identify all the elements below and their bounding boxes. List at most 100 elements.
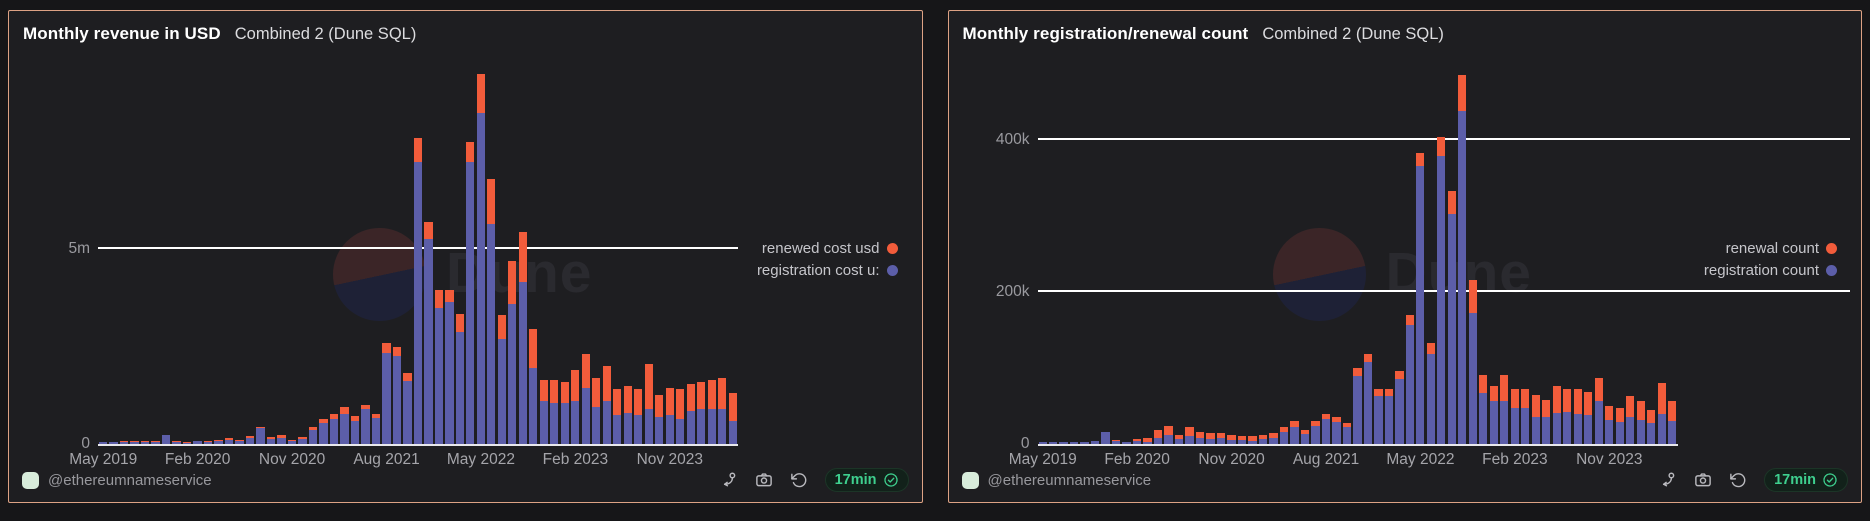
bar[interactable]	[445, 290, 454, 444]
bar[interactable]	[193, 440, 202, 444]
bar[interactable]	[466, 142, 475, 444]
bar[interactable]	[266, 437, 276, 444]
bar[interactable]	[655, 395, 664, 444]
bar[interactable]	[1342, 422, 1352, 444]
bar[interactable]	[1542, 399, 1551, 444]
bar[interactable]	[1332, 417, 1341, 444]
bar[interactable]	[1269, 433, 1278, 444]
bar[interactable]	[497, 315, 506, 444]
bar[interactable]	[1353, 368, 1362, 444]
bar[interactable]	[161, 434, 171, 444]
legend-item-renewed[interactable]: renewed cost usd	[762, 240, 898, 257]
bar[interactable]	[1122, 441, 1131, 444]
bar[interactable]	[602, 366, 611, 444]
bar[interactable]	[308, 427, 318, 444]
bar[interactable]	[329, 414, 339, 444]
bar[interactable]	[581, 354, 590, 444]
bar[interactable]	[119, 441, 129, 444]
bar[interactable]	[1374, 389, 1383, 444]
bar[interactable]	[1195, 431, 1205, 444]
bar[interactable]	[1174, 434, 1184, 444]
bar[interactable]	[1647, 409, 1656, 444]
bar[interactable]	[1132, 438, 1142, 444]
bar[interactable]	[340, 407, 349, 444]
bar[interactable]	[434, 290, 444, 444]
bar[interactable]	[99, 442, 108, 444]
bar[interactable]	[697, 381, 706, 444]
bar[interactable]	[1573, 389, 1582, 444]
bar[interactable]	[413, 138, 423, 444]
bar[interactable]	[1563, 389, 1572, 444]
bar[interactable]	[1185, 427, 1194, 444]
bar[interactable]	[1363, 354, 1373, 444]
bar[interactable]	[707, 379, 716, 444]
bar[interactable]	[644, 364, 653, 444]
bar[interactable]	[1489, 386, 1498, 444]
bar[interactable]	[287, 439, 297, 444]
bar[interactable]	[1279, 427, 1289, 444]
bar[interactable]	[1164, 425, 1173, 444]
author-link[interactable]: @ethereumnameservice	[961, 471, 1151, 489]
bar[interactable]	[1468, 279, 1477, 444]
bar[interactable]	[686, 383, 695, 444]
bar[interactable]	[1668, 401, 1677, 444]
bar[interactable]	[172, 441, 181, 444]
bar[interactable]	[539, 379, 548, 444]
bar[interactable]	[1248, 436, 1257, 444]
bar[interactable]	[277, 435, 286, 444]
bar[interactable]	[718, 377, 727, 444]
bar[interactable]	[350, 415, 360, 444]
bar[interactable]	[424, 221, 433, 444]
bar[interactable]	[1594, 377, 1603, 444]
bar[interactable]	[1626, 396, 1635, 444]
bar[interactable]	[487, 179, 496, 444]
bar[interactable]	[130, 441, 139, 444]
bar[interactable]	[1405, 314, 1414, 444]
bar[interactable]	[676, 389, 685, 444]
bar[interactable]	[571, 370, 580, 444]
legend-item-renewal[interactable]: renewal count	[1726, 240, 1837, 257]
bar[interactable]	[1111, 440, 1121, 444]
legend-item-registration[interactable]: registration cost u:	[757, 262, 898, 279]
bar[interactable]	[1395, 371, 1404, 444]
bar[interactable]	[1500, 374, 1509, 444]
bar[interactable]	[1143, 437, 1152, 444]
bar[interactable]	[560, 381, 569, 444]
bar[interactable]	[550, 379, 559, 444]
bar[interactable]	[1048, 442, 1058, 444]
bar[interactable]	[245, 436, 255, 444]
bar[interactable]	[592, 377, 601, 444]
bar[interactable]	[1300, 430, 1310, 444]
bar[interactable]	[1227, 434, 1236, 444]
bar[interactable]	[1206, 433, 1215, 444]
bar[interactable]	[203, 441, 213, 444]
bar[interactable]	[634, 389, 643, 444]
legend-item-registration[interactable]: registration count	[1704, 262, 1837, 279]
bar[interactable]	[1080, 441, 1089, 444]
last-refresh-badge[interactable]: 17min	[1764, 468, 1848, 492]
bar[interactable]	[455, 314, 464, 444]
bar[interactable]	[529, 329, 538, 444]
bar[interactable]	[392, 346, 402, 444]
bar[interactable]	[1311, 421, 1320, 444]
bar[interactable]	[1038, 442, 1047, 444]
bar[interactable]	[1552, 386, 1561, 444]
bar[interactable]	[1321, 414, 1331, 444]
bar[interactable]	[182, 442, 192, 444]
screenshot-button[interactable]	[755, 471, 773, 489]
bar[interactable]	[1101, 431, 1110, 444]
refresh-button[interactable]	[790, 471, 808, 489]
bar[interactable]	[1447, 190, 1456, 444]
bar[interactable]	[1510, 389, 1519, 444]
bar[interactable]	[613, 389, 622, 444]
bar[interactable]	[1584, 392, 1593, 444]
fork-button[interactable]	[720, 471, 738, 489]
bar[interactable]	[151, 441, 160, 444]
bar[interactable]	[508, 260, 517, 444]
author-link[interactable]: @ethereumnameservice	[22, 471, 212, 489]
bar[interactable]	[256, 426, 265, 444]
bar[interactable]	[214, 439, 223, 444]
refresh-button[interactable]	[1729, 471, 1747, 489]
bar[interactable]	[224, 438, 234, 444]
bar[interactable]	[1216, 433, 1226, 444]
